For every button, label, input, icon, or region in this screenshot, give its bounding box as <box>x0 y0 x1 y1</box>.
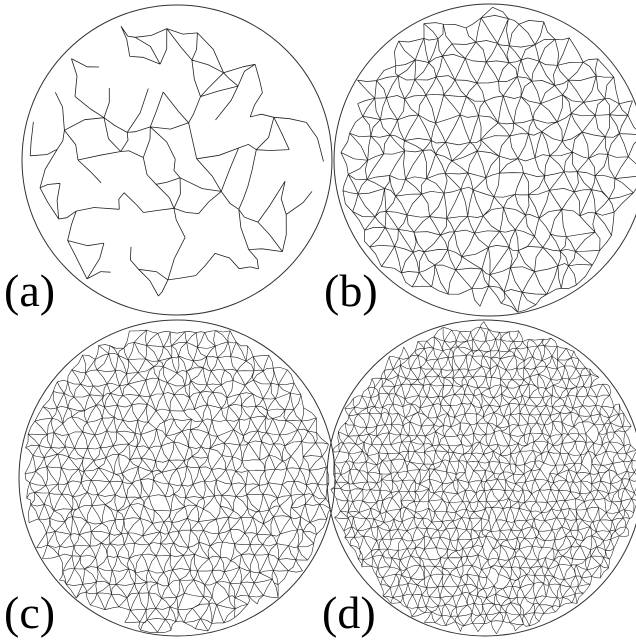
panel-label: (d) <box>322 587 376 638</box>
panel-label: (b) <box>324 265 378 316</box>
figure: (a) (b) (c) (d) <box>0 0 636 640</box>
panel-label: (c) <box>4 587 55 638</box>
panel-label: (a) <box>4 265 55 316</box>
